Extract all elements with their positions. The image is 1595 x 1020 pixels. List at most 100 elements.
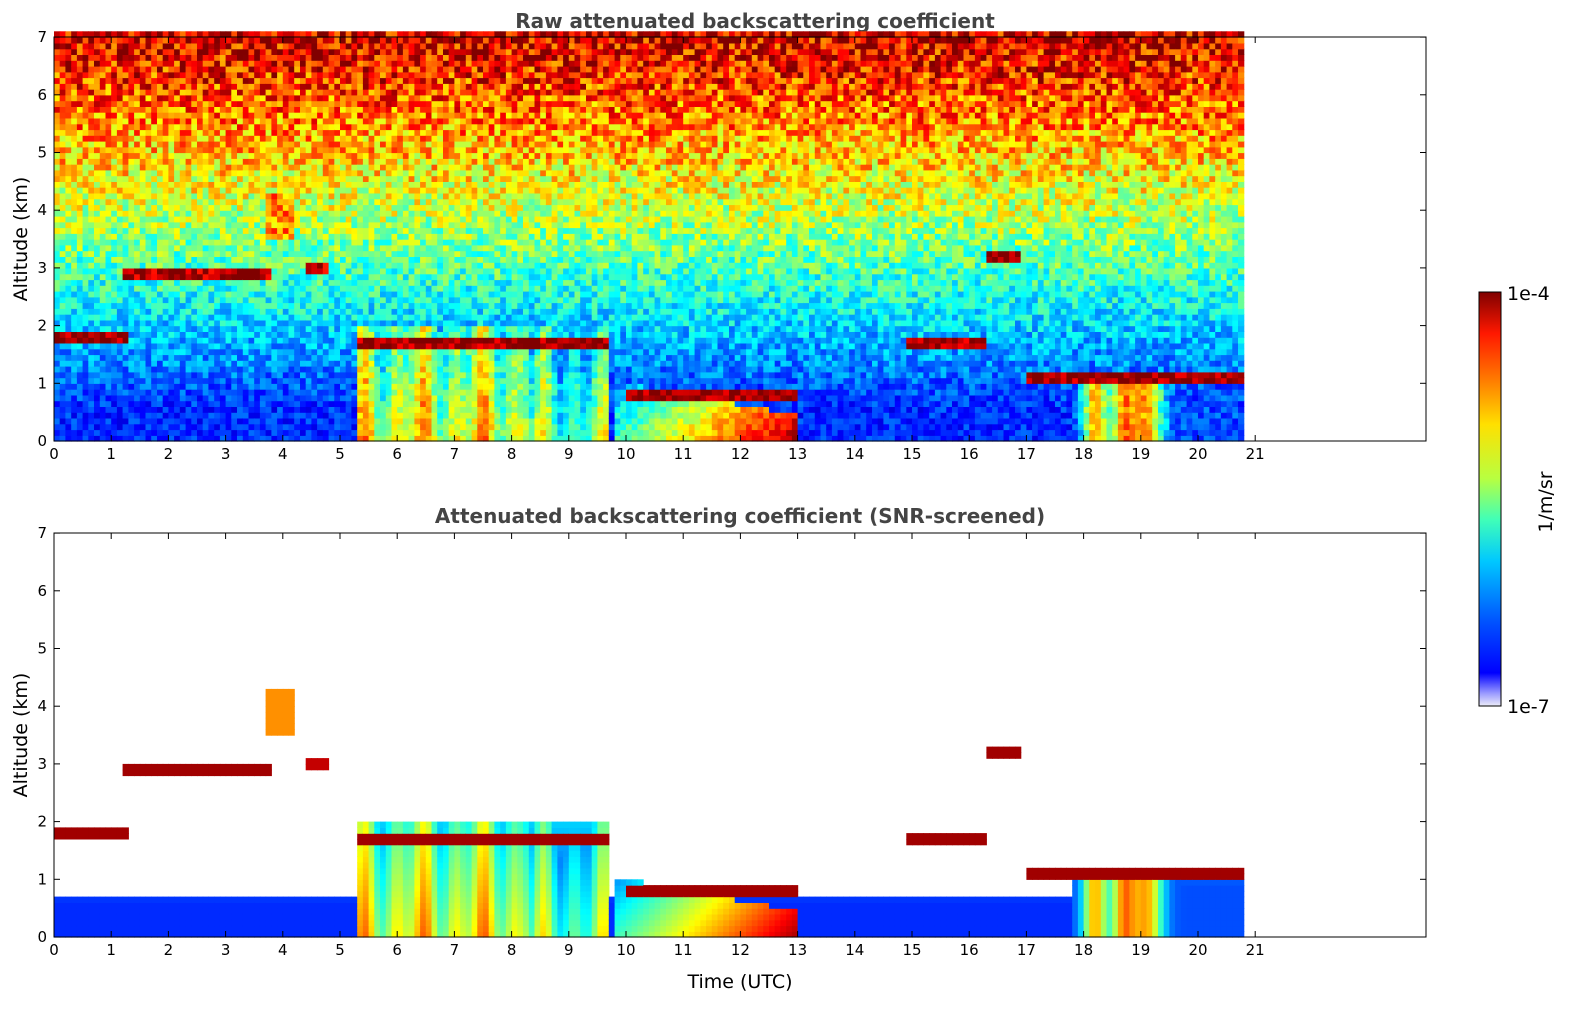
heatmap-cell	[71, 106, 77, 112]
heatmap-cell	[128, 343, 134, 349]
heatmap-cell	[237, 378, 243, 384]
heatmap-cell	[106, 279, 112, 285]
heatmap-cell	[65, 303, 71, 309]
heatmap-cell	[449, 66, 455, 72]
heatmap-cell	[237, 124, 243, 130]
heatmap-cell	[357, 66, 363, 72]
heatmap-cell	[243, 89, 249, 95]
heatmap-cell	[123, 349, 129, 355]
heatmap-cell	[271, 72, 277, 78]
heatmap-cell	[168, 118, 174, 124]
heatmap-cell	[106, 233, 112, 239]
heatmap-cell	[197, 268, 203, 274]
heatmap-cell	[174, 395, 180, 401]
heatmap-cell	[71, 401, 77, 407]
heatmap-cell	[94, 187, 100, 193]
heatmap-cell	[357, 106, 363, 112]
heatmap-cell	[449, 222, 455, 228]
heatmap-cell	[409, 204, 415, 210]
heatmap-cell	[146, 199, 152, 205]
heatmap-cell	[283, 66, 289, 72]
heatmap-cell	[249, 112, 255, 118]
heatmap-cell	[168, 37, 174, 43]
heatmap-cell	[414, 360, 420, 366]
heatmap-cell	[191, 124, 197, 130]
heatmap-cell	[260, 95, 266, 101]
heatmap-cell	[111, 251, 117, 257]
heatmap-cell	[83, 106, 89, 112]
heatmap-cell	[203, 106, 209, 112]
heatmap-cell	[208, 331, 214, 337]
heatmap-cell	[311, 124, 317, 130]
heatmap-cell	[151, 401, 157, 407]
heatmap-cell	[249, 233, 255, 239]
heatmap-cell	[180, 83, 186, 89]
heatmap-cell	[157, 378, 163, 384]
heatmap-cell	[231, 314, 237, 320]
heatmap-cell	[83, 37, 89, 43]
heatmap-cell	[437, 337, 443, 343]
heatmap-cell	[174, 49, 180, 55]
heatmap-cell	[334, 337, 340, 343]
heatmap-cell	[174, 279, 180, 285]
heatmap-cell	[329, 176, 335, 182]
heatmap-cell	[443, 326, 449, 332]
heatmap-cell	[374, 135, 380, 141]
heatmap-cell	[117, 204, 123, 210]
heatmap-cell	[254, 418, 260, 424]
heatmap-cell	[151, 256, 157, 262]
heatmap-cell	[186, 262, 192, 268]
heatmap-cell	[186, 430, 192, 436]
heatmap-cell	[329, 343, 335, 349]
heatmap-cell	[271, 268, 277, 274]
heatmap-cell	[323, 147, 329, 153]
heatmap-cell	[266, 256, 272, 262]
heatmap-cell	[88, 372, 94, 378]
heatmap-cell	[214, 164, 220, 170]
heatmap-cell	[443, 372, 449, 378]
heatmap-cell	[363, 228, 369, 234]
heatmap-cell	[71, 430, 77, 436]
heatmap-cell	[100, 360, 106, 366]
heatmap-cell	[437, 372, 443, 378]
heatmap-cell	[243, 239, 249, 245]
heatmap-cell	[454, 418, 460, 424]
heatmap-cell	[134, 66, 140, 72]
heatmap-cell	[420, 308, 426, 314]
heatmap-cell	[357, 187, 363, 193]
heatmap-cell	[351, 274, 357, 280]
heatmap-cell	[231, 303, 237, 309]
heatmap-cell	[346, 239, 352, 245]
heatmap-cell	[191, 60, 197, 66]
heatmap-cell	[128, 233, 134, 239]
heatmap-cell	[243, 401, 249, 407]
heatmap-cell	[214, 239, 220, 245]
heatmap-cell	[271, 66, 277, 72]
heatmap-cell	[191, 216, 197, 222]
heatmap-cell	[311, 60, 317, 66]
heatmap-cell	[443, 308, 449, 314]
heatmap-cell	[311, 239, 317, 245]
heatmap-cell	[186, 331, 192, 337]
heatmap-cell	[289, 147, 295, 153]
heatmap-cell	[146, 256, 152, 262]
heatmap-cell	[409, 37, 415, 43]
heatmap-cell	[300, 106, 306, 112]
heatmap-cell	[454, 401, 460, 407]
heatmap-cell	[357, 326, 363, 332]
heatmap-cell	[94, 303, 100, 309]
heatmap-cell	[83, 72, 89, 78]
heatmap-cell	[191, 153, 197, 159]
heatmap-cell	[123, 412, 129, 418]
heatmap-cell	[231, 424, 237, 430]
heatmap-cell	[300, 383, 306, 389]
heatmap-cell	[140, 389, 146, 395]
heatmap-cell	[311, 297, 317, 303]
heatmap-cell	[94, 37, 100, 43]
heatmap-cell	[260, 101, 266, 107]
heatmap-cell	[146, 291, 152, 297]
heatmap-cell	[197, 383, 203, 389]
heatmap-cell	[237, 343, 243, 349]
heatmap-cell	[77, 89, 83, 95]
heatmap-cell	[311, 395, 317, 401]
